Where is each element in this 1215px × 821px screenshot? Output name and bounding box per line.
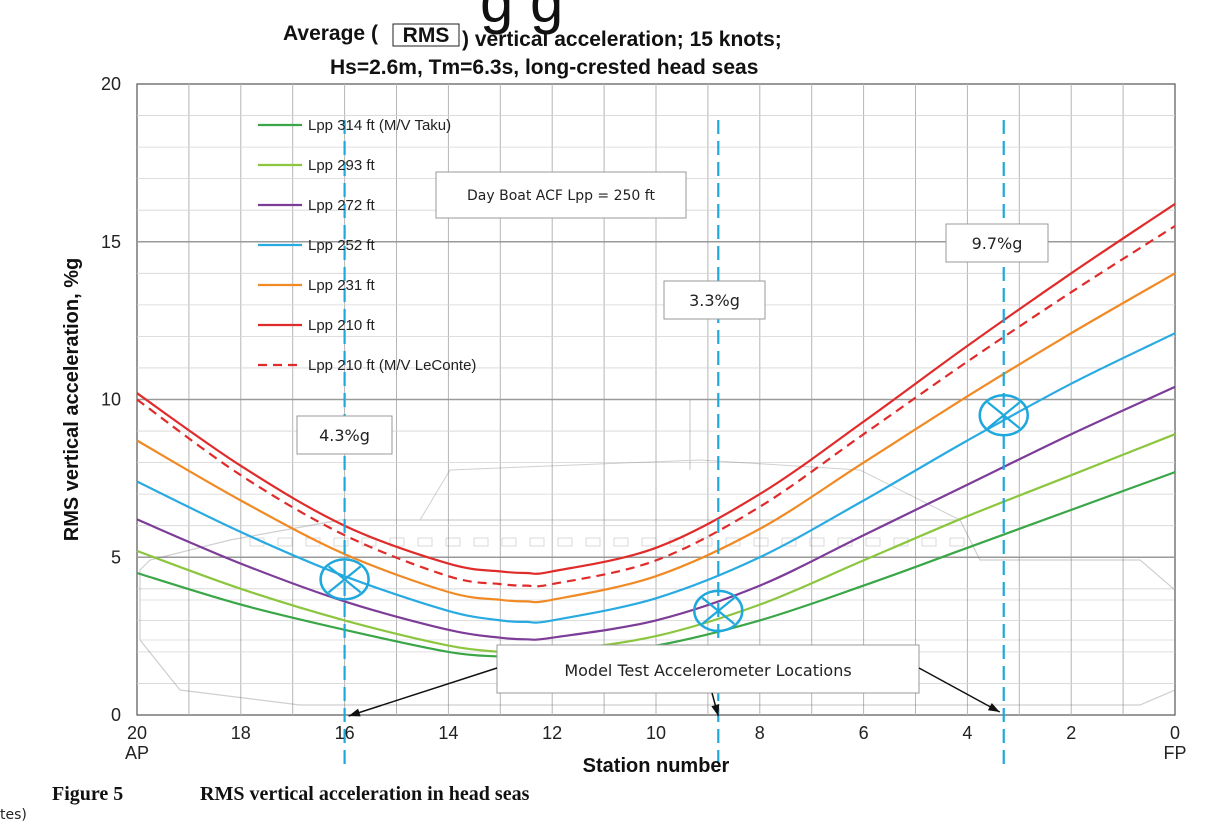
x-tick-label: 6: [859, 723, 869, 743]
chart-title-line1: ) vertical acceleration; 15 knots;: [462, 28, 782, 51]
marker-cross: [327, 565, 362, 594]
hull-window: [865, 537, 881, 547]
hull-window: [697, 537, 713, 547]
legend-label: Lpp 210 ft (M/V LeConte): [308, 357, 476, 374]
series-line: [136, 225, 1176, 588]
hull-outline: [139, 519, 1176, 706]
hull-window: [529, 537, 545, 547]
y-tick-label: 10: [101, 390, 121, 410]
hull-window: [613, 537, 629, 547]
annotation-arrow: [918, 667, 1001, 713]
x-tick-label: 0: [1170, 723, 1180, 743]
hull-window: [809, 537, 825, 547]
marker-circle: [319, 558, 370, 601]
annotation-arrowhead: [711, 704, 720, 716]
chart-title-line2: Hs=2.6m, Tm=6.3s, long-crested head seas: [330, 56, 758, 79]
hull-window: [557, 537, 573, 547]
x-tick-label: 16: [335, 723, 355, 743]
x-tick-label: 20: [127, 723, 147, 743]
value-callout-label: 9.7%g: [972, 234, 1023, 253]
x-tick-label: 14: [438, 723, 458, 743]
model-test-box: [496, 644, 920, 694]
hull-window: [417, 537, 433, 547]
legend-label: Lpp 293 ft: [308, 157, 376, 174]
annotation-arrowhead: [348, 708, 361, 717]
y-tick-label: 20: [101, 74, 121, 94]
x-tick-label: 2: [1066, 723, 1076, 743]
hull-window: [949, 537, 965, 547]
figure-number: Figure 5: [52, 783, 123, 805]
bottom-left-fragment: tes): [0, 807, 27, 821]
annotation-arrowhead: [987, 703, 1000, 712]
value-callout-label: 3.3%g: [689, 291, 740, 310]
ship-hull-drawing: [139, 400, 1176, 706]
x-axis-label: Station number: [583, 755, 730, 777]
hull-window: [473, 537, 489, 547]
day-boat-label: Day Boat ACF Lpp = 250 ft: [467, 188, 655, 204]
top-title-fragment: g g: [480, 0, 563, 35]
x-tick-label: 8: [755, 723, 765, 743]
x-tick-label: 4: [962, 723, 972, 743]
y-tick-label: 0: [111, 705, 121, 725]
marker-circle: [693, 589, 744, 633]
title-rms-box: [392, 23, 460, 47]
hull-window: [725, 537, 741, 547]
legend-label: Lpp 314 ft (M/V Taku): [308, 117, 451, 134]
x-tick-label: 12: [542, 723, 562, 743]
y-tick-label: 5: [111, 547, 121, 567]
marker-cross: [987, 401, 1021, 430]
legend-label: Lpp 272 ft: [308, 197, 376, 214]
legend-label: Lpp 210 ft: [308, 317, 376, 334]
chart-title-prefix: Average (: [283, 22, 378, 45]
hull-window: [921, 537, 937, 547]
figure-caption: Figure 5 RMS vertical acceleration in he…: [52, 783, 530, 805]
legend: Lpp 314 ft (M/V Taku) Lpp 293 ft Lpp 272 f…: [258, 117, 476, 374]
hull-window: [753, 537, 769, 547]
x-tick-label: 10: [646, 723, 666, 743]
superstructure-outline: [419, 459, 961, 521]
value-callout-box: [663, 280, 766, 320]
legend-label: Lpp 231 ft: [308, 277, 376, 294]
accelerometer-markers: 4.3%g 3.3%g 9.7%g Day Boat ACF Lpp = 250 ft…: [296, 120, 1049, 768]
hull-window: [781, 537, 797, 547]
figure-caption-text: RMS vertical acceleration in head seas: [200, 783, 530, 805]
legend-label: Lpp 252 ft: [308, 237, 376, 254]
y-tick-label: 15: [101, 232, 121, 252]
hull-window: [501, 537, 517, 547]
y-axis-label: RMS vertical acceleration, %g: [61, 258, 83, 541]
day-boat-box: [435, 171, 687, 219]
marker-circle: [978, 394, 1029, 437]
chart-title-rms: RMS: [403, 24, 450, 47]
x-end-label-fp: FP: [1163, 743, 1186, 763]
hull-window: [641, 537, 657, 547]
hull-window: [585, 537, 601, 547]
x-tick-label: 18: [231, 723, 251, 743]
x-end-label-ap: AP: [125, 743, 149, 763]
model-test-label: Model Test Accelerometer Locations: [564, 661, 851, 680]
hull-window: [445, 537, 461, 547]
marker-cross: [701, 597, 735, 625]
value-callout-label: 4.3%g: [319, 426, 370, 445]
hull-window: [277, 537, 293, 547]
series-line: [136, 202, 1176, 575]
annotation-arrow: [348, 667, 498, 717]
value-callout-box: [296, 415, 393, 455]
value-callout-box: [945, 223, 1049, 263]
series-line: [136, 272, 1176, 604]
hull-window: [333, 537, 349, 547]
